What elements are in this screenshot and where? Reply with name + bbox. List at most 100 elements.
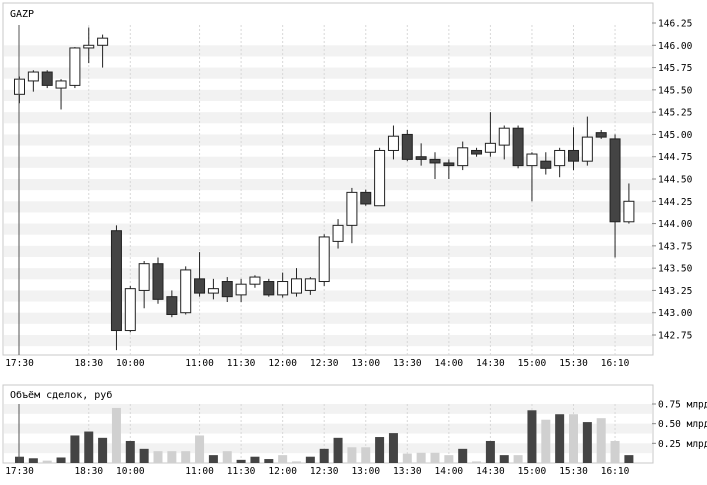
candle bbox=[332, 219, 344, 249]
candle bbox=[387, 125, 399, 160]
candle-body bbox=[374, 149, 386, 207]
volume-bar bbox=[222, 451, 232, 463]
volume-bar bbox=[555, 414, 565, 463]
candle bbox=[457, 141, 469, 171]
volume-bar bbox=[458, 448, 468, 463]
grid-band bbox=[4, 112, 652, 124]
volume-bar bbox=[319, 448, 329, 463]
candle bbox=[277, 272, 289, 298]
x-tick-label: 18:30 bbox=[74, 466, 103, 477]
volume-bar bbox=[582, 422, 592, 463]
volume-bar bbox=[208, 455, 218, 463]
candle-body bbox=[332, 224, 344, 242]
y-tick-label: 145.25 bbox=[658, 108, 692, 119]
volume-bar bbox=[98, 437, 108, 463]
volume-bar bbox=[430, 452, 440, 463]
volume-bar bbox=[28, 458, 38, 463]
candle-body bbox=[110, 230, 122, 332]
candle bbox=[346, 187, 358, 244]
y-tick-label: 146.25 bbox=[658, 19, 692, 30]
price-title: GAZP bbox=[10, 9, 34, 20]
volume-bar bbox=[610, 440, 620, 463]
volume-bar bbox=[527, 410, 537, 463]
candle bbox=[526, 152, 538, 202]
candle bbox=[568, 127, 579, 171]
candle bbox=[581, 116, 593, 166]
volume-bar bbox=[125, 440, 135, 463]
candle bbox=[41, 70, 53, 89]
volume-bar bbox=[195, 435, 205, 463]
y-tick-label: 143.00 bbox=[658, 308, 693, 319]
candle-body bbox=[152, 263, 164, 300]
grid-band bbox=[4, 223, 652, 235]
candle bbox=[595, 129, 607, 139]
volume-bar bbox=[292, 461, 301, 463]
y-tick-label: 144.25 bbox=[658, 197, 692, 208]
candle-body bbox=[27, 71, 39, 82]
grid-band bbox=[4, 443, 652, 454]
candle bbox=[374, 147, 386, 207]
price-x-ticks: 17:30 18:30 10:00 11:00 11:30 12:00 12:30 13:00… bbox=[5, 358, 629, 369]
x-tick-label: 17:30 bbox=[5, 358, 34, 369]
candle-body bbox=[41, 71, 53, 86]
grid-band bbox=[4, 179, 652, 191]
candle-body bbox=[235, 283, 247, 296]
grid-band bbox=[4, 156, 652, 168]
candle-body bbox=[249, 276, 261, 285]
candle bbox=[484, 112, 496, 157]
x-tick-label: 12:30 bbox=[310, 466, 339, 477]
candle-body bbox=[429, 158, 441, 164]
candle-body bbox=[194, 278, 206, 294]
candle-body bbox=[498, 127, 510, 146]
volume-bar bbox=[541, 419, 551, 463]
grid-band bbox=[4, 335, 652, 347]
y-tick-label: 144.75 bbox=[658, 152, 692, 163]
grid-band bbox=[4, 45, 652, 57]
candle-body bbox=[512, 127, 524, 167]
volume-bar bbox=[444, 455, 454, 463]
candle bbox=[443, 159, 455, 179]
x-tick-label: 11:00 bbox=[185, 466, 214, 477]
candle-body bbox=[568, 149, 579, 162]
price-y-ticks: 146.25 146.00 145.75 145.50 145.25 145.00 144.… bbox=[652, 19, 693, 342]
volume-bar bbox=[84, 431, 94, 463]
candle bbox=[540, 152, 552, 175]
candle bbox=[401, 129, 413, 162]
x-tick-label: 13:00 bbox=[351, 358, 380, 369]
x-tick-label: 11:00 bbox=[185, 358, 214, 369]
volume-bar bbox=[513, 455, 523, 463]
candle bbox=[429, 152, 441, 179]
candle bbox=[194, 252, 206, 297]
volume-bar bbox=[236, 459, 246, 463]
candle bbox=[360, 189, 372, 206]
candle-body bbox=[554, 149, 566, 167]
candle bbox=[249, 275, 261, 288]
candle-body bbox=[55, 80, 67, 89]
candle-body bbox=[360, 191, 372, 205]
candle-body bbox=[180, 269, 192, 314]
volume-bar bbox=[347, 447, 357, 463]
x-tick-label: 15:30 bbox=[559, 466, 588, 477]
y-tick-label: 0.75 млрд bbox=[658, 400, 707, 411]
volume-bar bbox=[624, 455, 634, 463]
candle bbox=[55, 79, 67, 110]
candle-body bbox=[346, 191, 358, 226]
candle-body bbox=[166, 296, 178, 315]
volume-bar bbox=[181, 451, 191, 463]
candle bbox=[221, 277, 233, 303]
x-tick-label: 11:30 bbox=[227, 466, 256, 477]
candle bbox=[318, 234, 330, 286]
candle bbox=[235, 278, 247, 303]
candle bbox=[609, 134, 621, 258]
candle-body bbox=[457, 147, 469, 167]
x-tick-label: 12:30 bbox=[310, 358, 339, 369]
candle-body bbox=[221, 281, 233, 298]
candle-body bbox=[277, 281, 289, 296]
volume-bar bbox=[56, 457, 66, 463]
candle-body bbox=[69, 47, 81, 86]
candle-body bbox=[318, 236, 330, 283]
volume-bar bbox=[402, 453, 412, 463]
candle bbox=[471, 147, 483, 157]
volume-bar bbox=[278, 455, 288, 463]
